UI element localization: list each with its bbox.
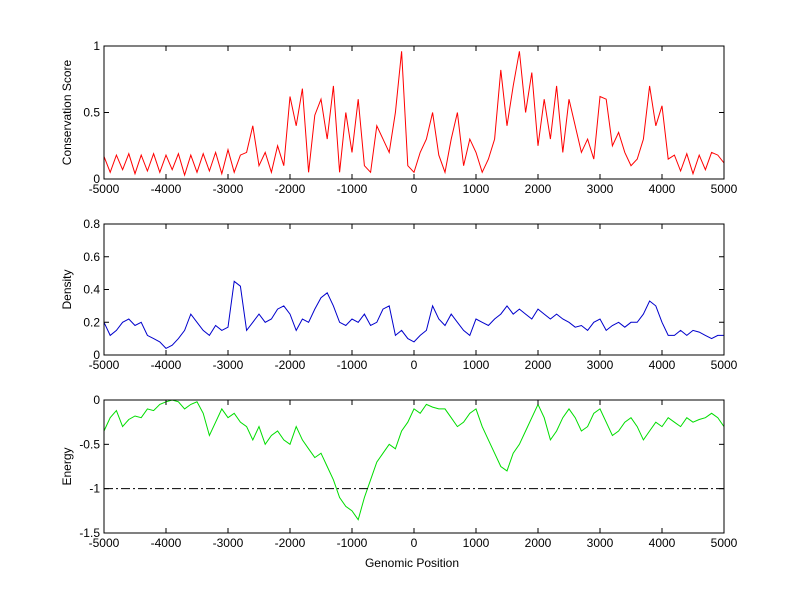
x-tick-label: -3000 xyxy=(213,182,244,196)
y-tick-label: 0.6 xyxy=(83,250,100,264)
y-tick-label: 0.5 xyxy=(83,106,100,120)
x-tick-label: -5000 xyxy=(89,182,120,196)
x-tick-label: -5000 xyxy=(89,358,120,372)
x-tick-label: -3000 xyxy=(213,536,244,550)
x-tick-label: 0 xyxy=(411,536,418,550)
x-tick-label: -3000 xyxy=(213,358,244,372)
y-tick-label: -1.5 xyxy=(79,526,100,540)
x-tick-label: 2000 xyxy=(525,536,552,550)
y-tick-label: 0 xyxy=(93,348,100,362)
x-tick-label: -2000 xyxy=(275,358,306,372)
series-line-1 xyxy=(103,280,724,350)
x-tick-label: 0 xyxy=(411,182,418,196)
x-axis-label: Genomic Position xyxy=(365,556,459,570)
panel-1: -5000 -4000 -3000 -2000 -1000 0 1000 2000 3000 40… xyxy=(60,39,738,196)
y-tick-label: -1 xyxy=(89,482,100,496)
x-tick-label: 5000 xyxy=(711,536,738,550)
x-tick-label: 5000 xyxy=(711,182,738,196)
y-tick-label: 0 xyxy=(93,172,100,186)
y-tick-label: 0.2 xyxy=(83,315,100,329)
axes-box xyxy=(103,45,725,180)
y-tick-label: 1 xyxy=(93,39,100,53)
x-tick-label: -1000 xyxy=(337,358,368,372)
x-tick-label: -4000 xyxy=(151,536,182,550)
x-tick-label: -4000 xyxy=(151,182,182,196)
y-axis-label: Density xyxy=(60,269,74,309)
x-tick-label: 0 xyxy=(411,358,418,372)
y-tick-label: 0.4 xyxy=(83,283,100,297)
x-tick-label: -4000 xyxy=(151,358,182,372)
axes-box xyxy=(103,223,725,356)
series-line-1 xyxy=(103,399,725,521)
panel-2: -5000 -4000 -3000 -2000 -1000 0 1000 2000 3000 40… xyxy=(60,217,738,372)
x-tick-label: -1000 xyxy=(337,182,368,196)
x-tick-label: 3000 xyxy=(587,182,614,196)
x-tick-label: 4000 xyxy=(649,358,676,372)
panel-3: -5000 -4000 -3000 -2000 -1000 0 1000 2000 3000 40… xyxy=(60,393,738,550)
x-tick-label: 4000 xyxy=(649,536,676,550)
x-tick-label: 1000 xyxy=(463,358,490,372)
y-axis-label: Energy xyxy=(60,447,74,485)
y-tick-label: 0.8 xyxy=(83,217,100,231)
x-tick-label: 1000 xyxy=(463,536,490,550)
y-tick-label: -0.5 xyxy=(79,437,100,451)
panels: -5000 -4000 -3000 -2000 -1000 0 1000 2000 3000 40… xyxy=(60,39,738,550)
x-tick-label: -2000 xyxy=(275,182,306,196)
y-tick-label: 0 xyxy=(93,393,100,407)
x-tick-label: 2000 xyxy=(525,182,552,196)
x-tick-label: -1000 xyxy=(337,536,368,550)
x-tick-label: 3000 xyxy=(587,358,614,372)
x-tick-label: 4000 xyxy=(649,182,676,196)
axes-box xyxy=(103,399,725,534)
y-axis-label: Conservation Score xyxy=(60,59,74,165)
x-tick-label: 1000 xyxy=(463,182,490,196)
x-tick-label: -2000 xyxy=(275,536,306,550)
x-tick-label: 2000 xyxy=(525,358,552,372)
x-tick-label: 5000 xyxy=(711,358,738,372)
x-tick-label: 3000 xyxy=(587,536,614,550)
x-tick-label: -5000 xyxy=(89,536,120,550)
series-line-1 xyxy=(103,51,725,177)
